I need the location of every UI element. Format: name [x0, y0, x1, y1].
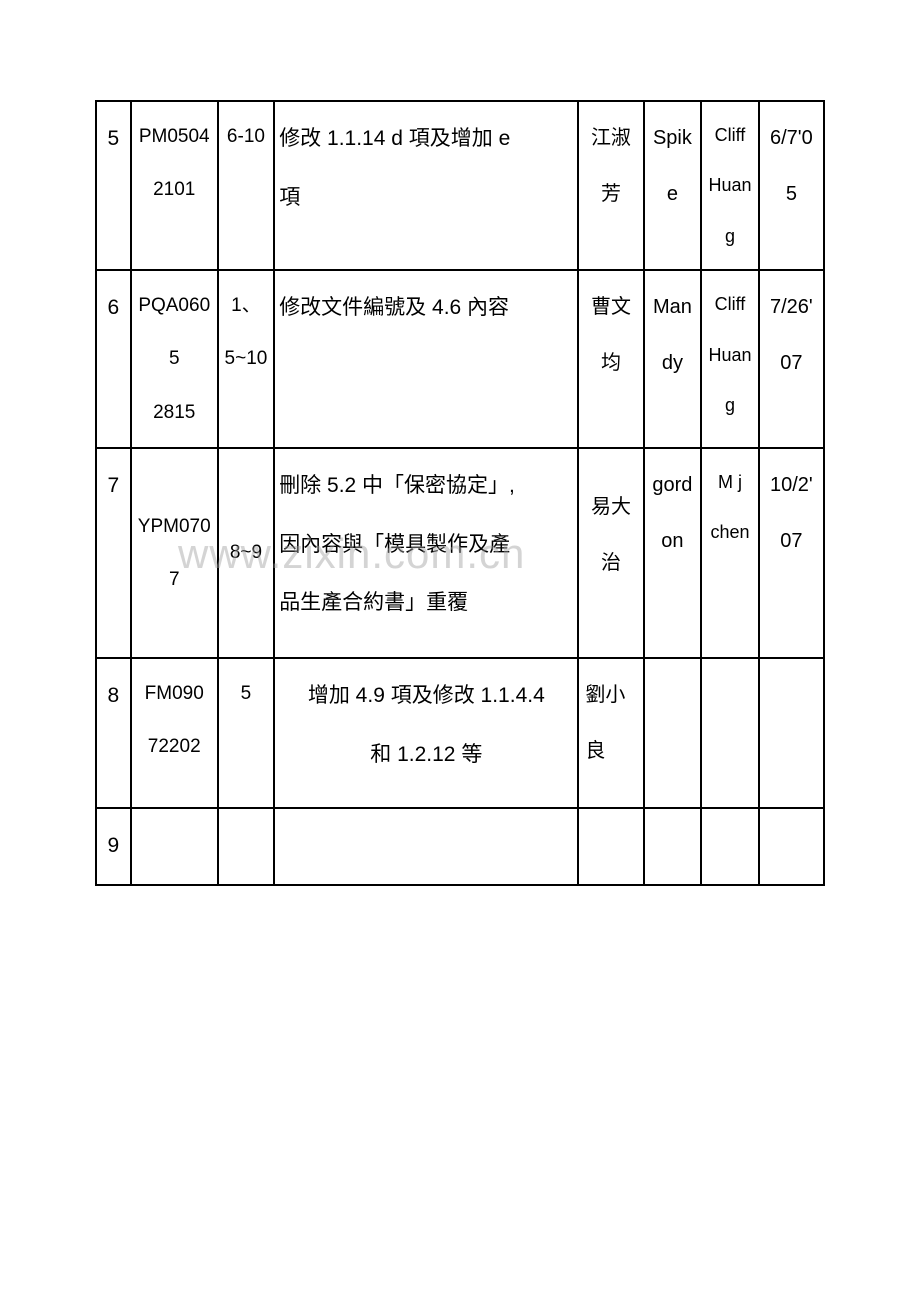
- cell-page: 5: [218, 658, 275, 808]
- cell-seq: 9: [96, 808, 131, 885]
- cell-rev1: Spike: [644, 101, 702, 270]
- cell-code: [131, 808, 218, 885]
- cell-seq: 5: [96, 101, 131, 270]
- cell-code: YPM0707: [131, 448, 218, 658]
- cell-rev2: CliffHuang: [701, 101, 759, 270]
- cell-person: 易大治: [578, 448, 643, 658]
- cell-rev2: CliffHuang: [701, 270, 759, 448]
- cell-page: 8~9: [218, 448, 275, 658]
- cell-page: [218, 808, 275, 885]
- cell-person: 江淑芳: [578, 101, 643, 270]
- cell-date: [759, 658, 824, 808]
- cell-code: PM05042101: [131, 101, 218, 270]
- cell-desc: 修改文件編號及 4.6 內容: [274, 270, 578, 448]
- cell-desc: 增加 4.9 項及修改 1.1.4.4和 1.2.12 等: [274, 658, 578, 808]
- cell-desc: 修改 1.1.14 d 項及增加 e項: [274, 101, 578, 270]
- cell-date: 7/26'07: [759, 270, 824, 448]
- cell-rev2: [701, 808, 759, 885]
- revision-table: 5 PM05042101 6-10 修改 1.1.14 d 項及增加 e項 江淑…: [95, 100, 825, 886]
- cell-code: PQA06052815: [131, 270, 218, 448]
- cell-date: [759, 808, 824, 885]
- cell-date: 10/2'07: [759, 448, 824, 658]
- cell-code: FM09072202: [131, 658, 218, 808]
- cell-seq: 7: [96, 448, 131, 658]
- cell-rev1: gordon: [644, 448, 702, 658]
- cell-seq: 6: [96, 270, 131, 448]
- cell-rev1: Mandy: [644, 270, 702, 448]
- table-row: 7 YPM0707 8~9 刪除 5.2 中「保密協定」,因內容與「模具製作及產…: [96, 448, 824, 658]
- cell-page: 1、5~10: [218, 270, 275, 448]
- cell-person: 劉小良: [578, 658, 643, 808]
- cell-desc: 刪除 5.2 中「保密協定」,因內容與「模具製作及產品生產合約書」重覆: [274, 448, 578, 658]
- cell-person: [578, 808, 643, 885]
- table-row: 9: [96, 808, 824, 885]
- cell-page: 6-10: [218, 101, 275, 270]
- cell-rev2: [701, 658, 759, 808]
- cell-desc: [274, 808, 578, 885]
- table-row: 8 FM09072202 5 增加 4.9 項及修改 1.1.4.4和 1.2.…: [96, 658, 824, 808]
- cell-person: 曹文均: [578, 270, 643, 448]
- cell-rev1: [644, 808, 702, 885]
- cell-date: 6/7'05: [759, 101, 824, 270]
- cell-rev2: M jchen: [701, 448, 759, 658]
- table-row: 5 PM05042101 6-10 修改 1.1.14 d 項及增加 e項 江淑…: [96, 101, 824, 270]
- cell-seq: 8: [96, 658, 131, 808]
- cell-rev1: [644, 658, 702, 808]
- table-row: 6 PQA06052815 1、5~10 修改文件編號及 4.6 內容 曹文均 …: [96, 270, 824, 448]
